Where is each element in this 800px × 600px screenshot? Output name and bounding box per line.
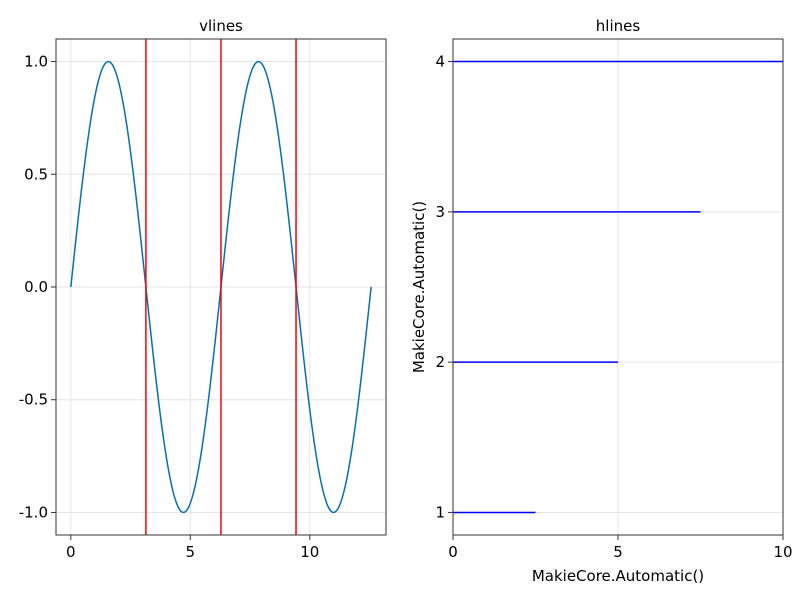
hlines-xtick-label: 5 [613, 543, 623, 561]
hlines-ytick-label: 2 [435, 353, 445, 371]
hlines-grid [452, 39, 784, 535]
vlines-ticks: 0 5 10 -1.0 -0.5 0.0 0.5 1.0 [19, 53, 320, 561]
hlines-xtick-label: 10 [773, 543, 792, 561]
vlines-xtick-label: 10 [300, 543, 319, 561]
hlines-title: hlines [596, 17, 641, 35]
vlines-ytick-label: -0.5 [19, 391, 48, 409]
vlines-plot-area [70, 39, 372, 535]
vlines-xtick-label: 5 [186, 543, 196, 561]
vlines-xtick-label: 0 [66, 543, 76, 561]
vlines-ytick-label: 1.0 [24, 53, 48, 71]
hlines-xtick-label: 0 [448, 543, 458, 561]
vlines-ytick-label: 0.5 [24, 165, 48, 183]
vlines-ytick-label: 0.0 [24, 278, 48, 296]
hlines-ytick-label: 4 [435, 53, 445, 71]
hlines-ylabel: MakieCore.Automatic() [410, 201, 428, 373]
hlines-ytick-label: 1 [435, 503, 445, 521]
vlines-ytick-label: -1.0 [19, 503, 48, 521]
hlines-ticks: 0 5 10 1 2 3 4 [435, 53, 792, 561]
vlines-title: vlines [199, 17, 243, 35]
hlines-ytick-label: 3 [435, 203, 445, 221]
vlines-panel: vlines 0 5 10 -1.0 -0.5 0.0 0.5 1.0 [19, 17, 387, 561]
hlines-panel: hlines 0 5 10 1 2 3 4 MakieCore.Automatic() Ma… [410, 17, 793, 585]
hlines-plot-area [453, 60, 783, 514]
hlines-xlabel: MakieCore.Automatic() [532, 567, 704, 585]
